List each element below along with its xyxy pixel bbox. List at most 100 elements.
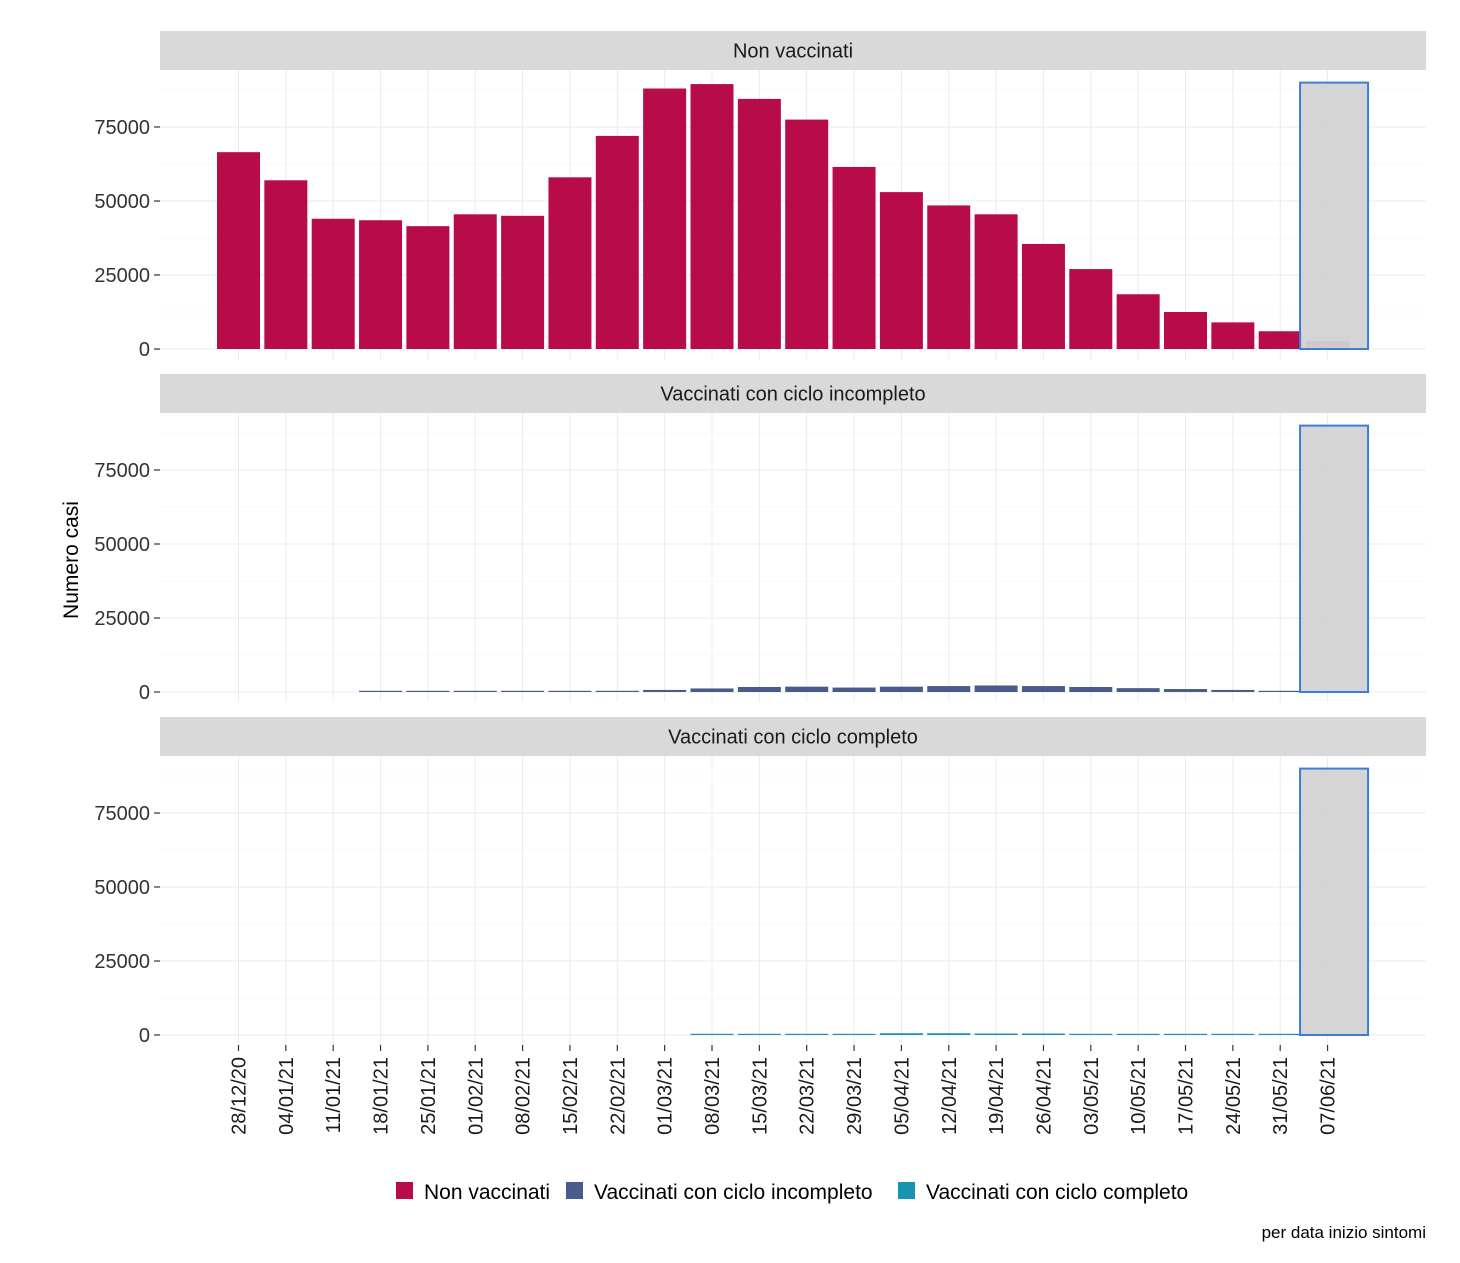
y-tick-label: 0 — [139, 1025, 150, 1047]
x-tick-label: 15/02/21 — [560, 1057, 582, 1135]
bar — [879, 192, 923, 349]
chart-caption: per data inizio sintomi — [1262, 1223, 1426, 1242]
bar — [643, 88, 687, 350]
x-tick-label: 26/04/21 — [1033, 1057, 1055, 1135]
bar — [1211, 1033, 1255, 1035]
y-tick-label: 50000 — [94, 877, 150, 899]
bar — [1164, 689, 1207, 692]
x-tick-label: 28/12/20 — [229, 1057, 251, 1135]
bar — [879, 1033, 923, 1035]
y-tick-label: 25000 — [94, 265, 150, 287]
highlight-bar — [1299, 767, 1370, 1036]
bar — [737, 686, 781, 692]
bar — [359, 690, 403, 692]
bar — [1258, 331, 1302, 349]
bar — [406, 690, 450, 692]
bar — [501, 215, 545, 349]
x-tick-label: 29/03/21 — [844, 1057, 866, 1135]
bar — [1164, 312, 1207, 349]
bar — [927, 205, 971, 349]
bar — [737, 1033, 781, 1035]
bar — [879, 686, 923, 692]
bar — [643, 689, 687, 692]
bar — [927, 1033, 971, 1035]
x-tick-label: 18/01/21 — [371, 1057, 393, 1135]
x-tick-label: 01/02/21 — [465, 1057, 487, 1135]
y-axis-title: Numero casi — [60, 501, 83, 619]
facet-strip — [160, 374, 1426, 413]
bar — [927, 686, 971, 692]
highlight-bar — [1299, 424, 1370, 693]
legend-label: Vaccinati con ciclo completo — [926, 1181, 1188, 1204]
legend-swatch — [898, 1182, 915, 1199]
x-tick-label: 07/06/21 — [1318, 1057, 1340, 1135]
bar — [1021, 686, 1065, 692]
x-tick-label: 31/05/21 — [1270, 1057, 1292, 1135]
bar — [785, 686, 829, 692]
bar — [1021, 1033, 1065, 1035]
bar — [1021, 243, 1065, 349]
bar — [595, 690, 639, 692]
bar — [690, 84, 734, 349]
x-tick-label: 03/05/21 — [1081, 1057, 1103, 1135]
y-tick-label: 50000 — [94, 191, 150, 213]
legend-swatch — [396, 1182, 413, 1199]
bar — [1116, 1033, 1160, 1035]
y-tick-label: 50000 — [94, 534, 150, 556]
bar — [974, 1033, 1018, 1035]
facet-strip-label: Non vaccinati — [733, 41, 853, 63]
facet-strip — [160, 31, 1426, 70]
bar — [974, 214, 1018, 349]
y-tick-label: 0 — [139, 682, 150, 704]
x-tick-label: 08/02/21 — [513, 1057, 535, 1135]
bar — [359, 220, 403, 349]
y-tick-label: 75000 — [94, 803, 150, 825]
facet-strip-label: Vaccinati con ciclo completo — [668, 727, 918, 749]
y-tick-label: 25000 — [94, 608, 150, 630]
bar — [453, 690, 497, 692]
bar — [785, 1033, 829, 1035]
bar — [690, 1033, 734, 1035]
y-tick-label: 0 — [139, 339, 150, 361]
bar — [264, 180, 308, 349]
bar — [1116, 688, 1160, 692]
x-tick-label: 17/05/21 — [1176, 1057, 1198, 1135]
legend-label: Vaccinati con ciclo incompleto — [594, 1181, 873, 1204]
y-tick-label: 75000 — [94, 460, 150, 482]
bar — [311, 218, 355, 349]
bar — [406, 226, 450, 349]
bar — [1069, 1033, 1113, 1035]
x-tick-label: 01/03/21 — [655, 1057, 677, 1135]
x-tick-label: 12/04/21 — [939, 1057, 961, 1135]
bar — [832, 1033, 876, 1035]
legend-swatch — [566, 1182, 583, 1199]
bar — [1069, 269, 1113, 349]
bar — [453, 214, 497, 349]
x-tick-label: 10/05/21 — [1128, 1057, 1150, 1135]
x-tick-label: 22/02/21 — [607, 1057, 629, 1135]
bar — [832, 687, 876, 692]
bar — [548, 690, 592, 692]
bar — [1211, 689, 1255, 692]
x-tick-label: 11/01/21 — [323, 1057, 345, 1133]
y-tick-label: 25000 — [94, 951, 150, 973]
bar — [501, 690, 545, 692]
highlight-bar — [1299, 81, 1370, 350]
bar — [548, 177, 592, 349]
bar — [595, 135, 639, 349]
facet-strip-label: Vaccinati con ciclo incompleto — [660, 384, 925, 406]
legend-label: Non vaccinati — [424, 1181, 550, 1204]
x-tick-label: 24/05/21 — [1223, 1057, 1245, 1135]
bar — [1258, 1033, 1302, 1035]
x-tick-label: 04/01/21 — [276, 1057, 298, 1135]
y-tick-label: 75000 — [94, 117, 150, 139]
bar — [832, 166, 876, 349]
bar — [974, 685, 1018, 692]
bar — [1069, 686, 1113, 692]
x-tick-label: 22/03/21 — [797, 1057, 819, 1135]
facet-strip — [160, 717, 1426, 756]
bar — [1211, 322, 1255, 349]
x-tick-label: 08/03/21 — [702, 1057, 724, 1135]
